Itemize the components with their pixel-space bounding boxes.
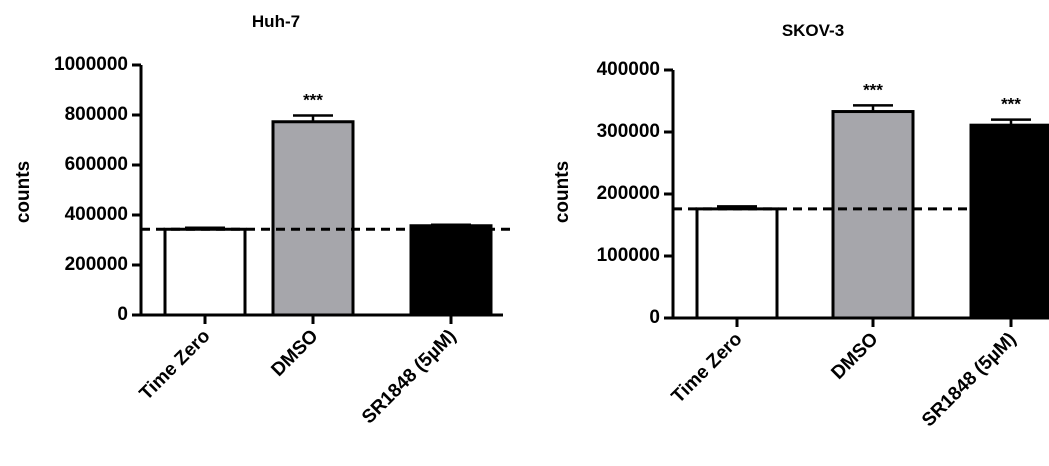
y-tick-label: 0 — [117, 304, 128, 325]
x-tick-label: DMSO — [827, 329, 882, 384]
y-tick-label: 1000000 — [54, 54, 128, 75]
significance-label: *** — [1001, 95, 1021, 114]
bar — [831, 110, 915, 320]
y-axis-label: counts — [13, 161, 34, 223]
y-tick-label: 300000 — [597, 121, 660, 142]
y-tick-label: 400000 — [65, 204, 128, 225]
y-tick-label: 400000 — [597, 59, 660, 80]
y-axis-label: counts — [552, 161, 573, 223]
x-tick-label: Time Zero — [668, 329, 747, 408]
bar-chart-skov3: SKOV-3 counts *** *** 0 100000 200000 300000 400… — [552, 21, 1049, 431]
bar — [969, 123, 1049, 320]
chart-panel-huh7: Huh-7 counts *** 0 200000 400000 600000 800000 1… — [0, 0, 520, 461]
bar — [271, 120, 355, 317]
y-tick-label: 100000 — [597, 245, 660, 266]
y-tick-label: 800000 — [65, 104, 128, 125]
y-tick-label: 200000 — [65, 254, 128, 275]
significance-label: *** — [303, 91, 323, 110]
x-tick-label: SR1848 (5µM) — [358, 326, 460, 428]
y-tick-label: 0 — [649, 307, 660, 328]
significance-label: *** — [863, 80, 883, 99]
chart-panel-skov3: SKOV-3 counts *** *** 0 100000 200000 300000 400… — [525, 0, 1049, 461]
bar-chart-huh7: Huh-7 counts *** 0 200000 400000 600000 800000 1… — [13, 12, 513, 428]
chart-title: SKOV-3 — [782, 21, 844, 40]
bar — [409, 224, 493, 317]
y-tick-label: 600000 — [65, 154, 128, 175]
chart-title: Huh-7 — [252, 12, 300, 31]
bar — [695, 207, 779, 320]
x-tick-label: Time Zero — [136, 326, 215, 405]
x-tick-label: DMSO — [267, 326, 322, 381]
bar — [163, 227, 247, 317]
y-tick-label: 200000 — [597, 183, 660, 204]
x-tick-label: SR1848 (5µM) — [918, 329, 1020, 431]
